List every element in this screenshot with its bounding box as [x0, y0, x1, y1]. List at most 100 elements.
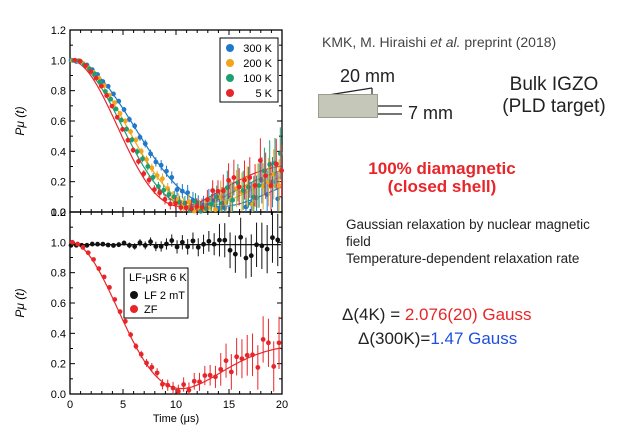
data-point	[174, 244, 180, 250]
data-point	[91, 257, 96, 262]
legend-marker	[226, 44, 234, 52]
data-point	[96, 266, 102, 272]
legend-title: LF-μSR 6 K	[129, 272, 187, 284]
data-point	[138, 148, 144, 154]
data-point	[88, 69, 94, 74]
data-point	[133, 343, 139, 349]
data-point	[266, 340, 271, 346]
data-point	[256, 183, 262, 188]
data-point	[158, 162, 164, 168]
data-point	[165, 382, 171, 388]
legend-label: 100 K	[243, 73, 272, 85]
data-point	[185, 244, 191, 250]
data-point	[173, 200, 178, 206]
x-axis-label: Time (μs)	[153, 413, 199, 425]
data-point	[202, 373, 208, 378]
data-point	[204, 197, 210, 202]
data-point	[273, 161, 279, 167]
data-point	[130, 147, 136, 153]
data-point	[111, 91, 116, 97]
data-point	[97, 79, 103, 85]
data-point	[137, 240, 143, 246]
data-point	[276, 183, 282, 188]
y-tick-label: 0.6	[51, 298, 66, 310]
data-point	[213, 374, 218, 380]
data-point	[120, 126, 125, 132]
data-point	[220, 188, 226, 194]
y-axis-label: Pμ (t)	[13, 288, 27, 317]
data-point	[185, 190, 191, 196]
data-point	[160, 381, 165, 387]
data-point	[84, 242, 90, 248]
data-point	[117, 111, 123, 116]
data-point	[95, 241, 100, 247]
data-point	[105, 242, 111, 248]
data-point	[141, 171, 147, 177]
data-point	[276, 340, 282, 346]
data-point	[112, 100, 118, 106]
data-point	[132, 244, 138, 249]
legend-marker	[130, 305, 138, 313]
diamagnetic-label: 100% diamagnetic (closed shell)	[362, 160, 522, 196]
data-point	[250, 352, 255, 358]
y-tick-label: 0.2	[51, 177, 66, 189]
data-point	[236, 184, 242, 190]
data-point	[213, 207, 218, 213]
data-point	[128, 129, 134, 135]
data-point	[218, 366, 224, 372]
data-point	[201, 241, 206, 247]
data-point	[93, 75, 99, 81]
data-point	[101, 274, 107, 280]
data-point	[77, 58, 83, 64]
x-tick-label: 5	[120, 399, 126, 411]
data-point	[114, 114, 120, 120]
legend-label: 5 K	[255, 88, 272, 100]
fit-curve-zf	[69, 241, 282, 390]
data-point	[108, 96, 114, 102]
data-point	[167, 201, 173, 207]
data-point	[215, 188, 221, 194]
data-point	[209, 201, 214, 207]
data-point	[191, 378, 197, 384]
data-point	[170, 385, 176, 391]
data-point	[146, 177, 152, 183]
data-point	[222, 237, 228, 243]
data-point	[179, 239, 185, 245]
legend-label: ZF	[144, 304, 158, 316]
data-point	[125, 137, 131, 143]
data-point	[279, 168, 284, 173]
data-point	[195, 244, 201, 250]
x-tick-label: 20	[276, 399, 288, 411]
delta-300k: Δ(300K)=1.47 Gauss	[358, 329, 518, 348]
sample-label-line2: (PLD target)	[502, 96, 606, 117]
data-point	[161, 187, 167, 193]
data-point	[129, 137, 135, 143]
data-point	[156, 184, 161, 189]
data-point	[113, 106, 119, 112]
data-point	[164, 241, 169, 247]
data-point	[89, 241, 95, 247]
y-tick-label: 0.0	[51, 207, 66, 219]
delta-300k-value: 1.47 Gauss	[430, 329, 518, 348]
sample-label: Bulk IGZO (PLD target)	[498, 74, 610, 118]
data-point	[162, 196, 168, 202]
data-point	[169, 175, 175, 180]
data-point	[126, 117, 132, 122]
y-tick-label: 1.2	[51, 25, 66, 37]
y-tick-label: 1.2	[51, 207, 66, 219]
data-point	[92, 71, 98, 77]
y-tick-label: 0.8	[51, 268, 66, 280]
data-point	[145, 164, 151, 169]
data-point	[264, 246, 270, 252]
data-point	[140, 156, 145, 162]
y-tick-label: 0.2	[51, 359, 66, 371]
data-point	[85, 250, 91, 256]
data-point	[238, 234, 244, 240]
data-point	[166, 192, 172, 197]
credit-text: KMK, M. Hiraishi et al. preprint (2018)	[322, 34, 557, 50]
data-point	[126, 242, 132, 248]
y-axis-label: Pμ (t)	[13, 106, 27, 135]
data-point	[104, 93, 110, 98]
sample-label-line1: Bulk IGZO	[509, 74, 599, 95]
x-tick-label: 15	[223, 399, 235, 411]
